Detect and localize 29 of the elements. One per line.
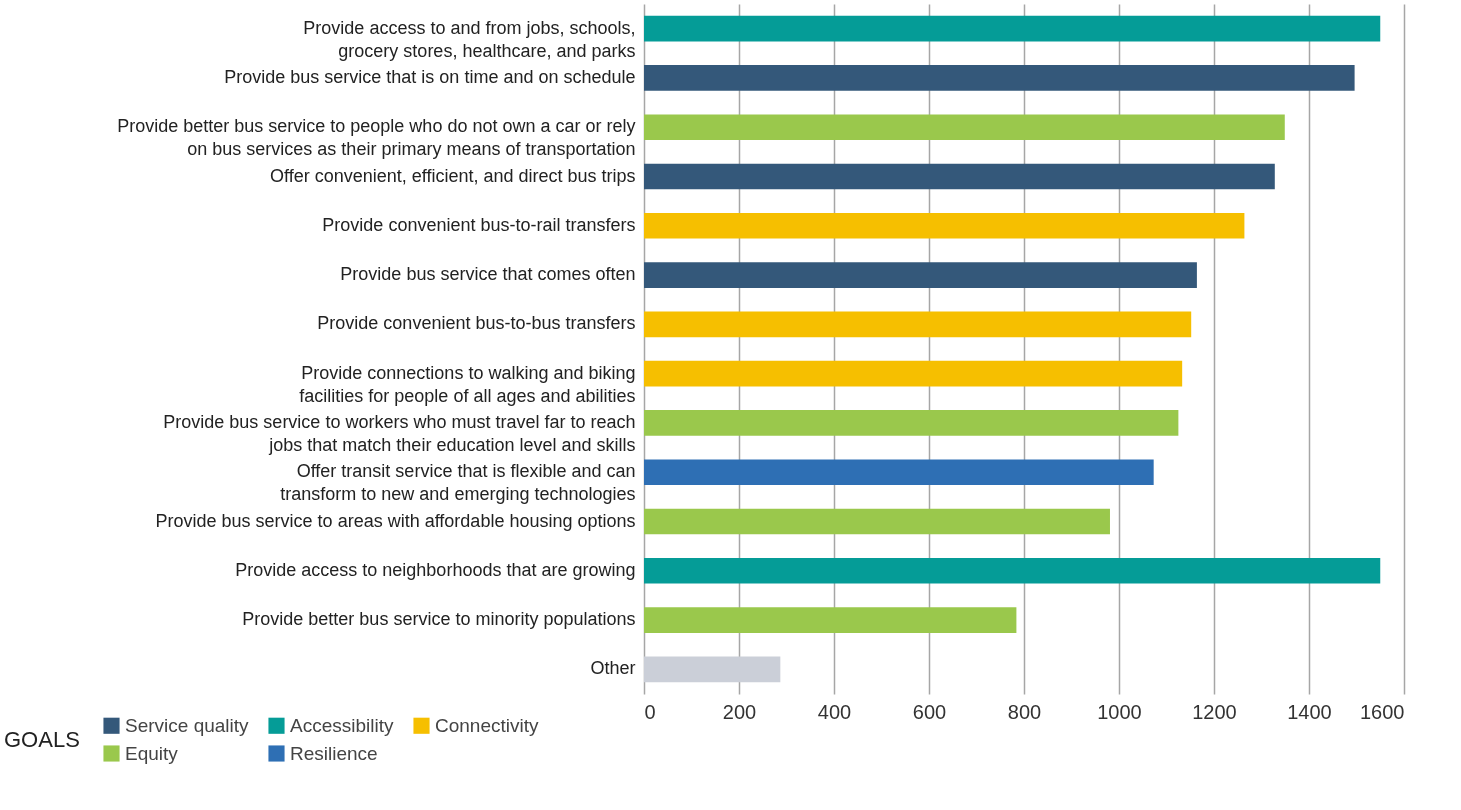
x-tick-label: 800	[1007, 700, 1042, 723]
y-tick-label: Other	[590, 658, 636, 679]
y-tick-label: Provide better bus service to minority populations	[242, 609, 636, 630]
y-tick-label: Provide bus service that is on time and on schedule	[224, 66, 636, 87]
legend-label: Service quality	[125, 714, 250, 736]
y-tick-label: Provide bus service that comes often	[340, 264, 636, 285]
y-tick-label: Provide convenient bus-to-rail transfers	[322, 214, 636, 235]
x-tick-label: 200	[722, 700, 757, 723]
y-tick-label: Provide connections to walking and biking facilities for people of all ages and abilities	[299, 362, 636, 406]
legend-label: Resilience	[290, 742, 378, 764]
x-tick-label: 0	[644, 700, 656, 723]
y-tick-label: Provide access to neighborhoods that are growing	[235, 559, 636, 580]
x-tick-label: 400	[817, 700, 852, 723]
legend-label: Connectivity	[435, 714, 539, 736]
x-tick-label: 1000	[1097, 700, 1142, 723]
y-tick-label: Provide convenient bus-to-bus transfers	[317, 313, 636, 334]
y-tick-label: Provide access to and from jobs, schools, grocery stores, healthcare, and parks	[303, 17, 636, 61]
y-tick-label: Provide bus service to workers who must travel far to reach jobs that match their education level and skills	[163, 411, 636, 455]
y-tick-label: Offer transit service that is flexible and can transform to new and emerging technologies	[280, 461, 636, 505]
legend-label: Equity	[125, 742, 179, 764]
y-tick-label: Provide better bus service to people who do not own a car or rely on bus services as their primary means of transportation	[117, 116, 636, 160]
x-tick-label: 1400	[1287, 700, 1332, 723]
x-tick-label: 1200	[1192, 700, 1237, 723]
legend-title: GOALS	[4, 727, 80, 752]
y-tick-label: Provide bus service to areas with affordable housing options	[155, 510, 636, 531]
x-tick-label: 1600	[1360, 700, 1405, 723]
y-tick-label: Offer convenient, efficient, and direct bus trips	[269, 165, 636, 186]
x-tick-label: 600	[912, 700, 947, 723]
legend-label: Accessibility	[290, 714, 394, 736]
